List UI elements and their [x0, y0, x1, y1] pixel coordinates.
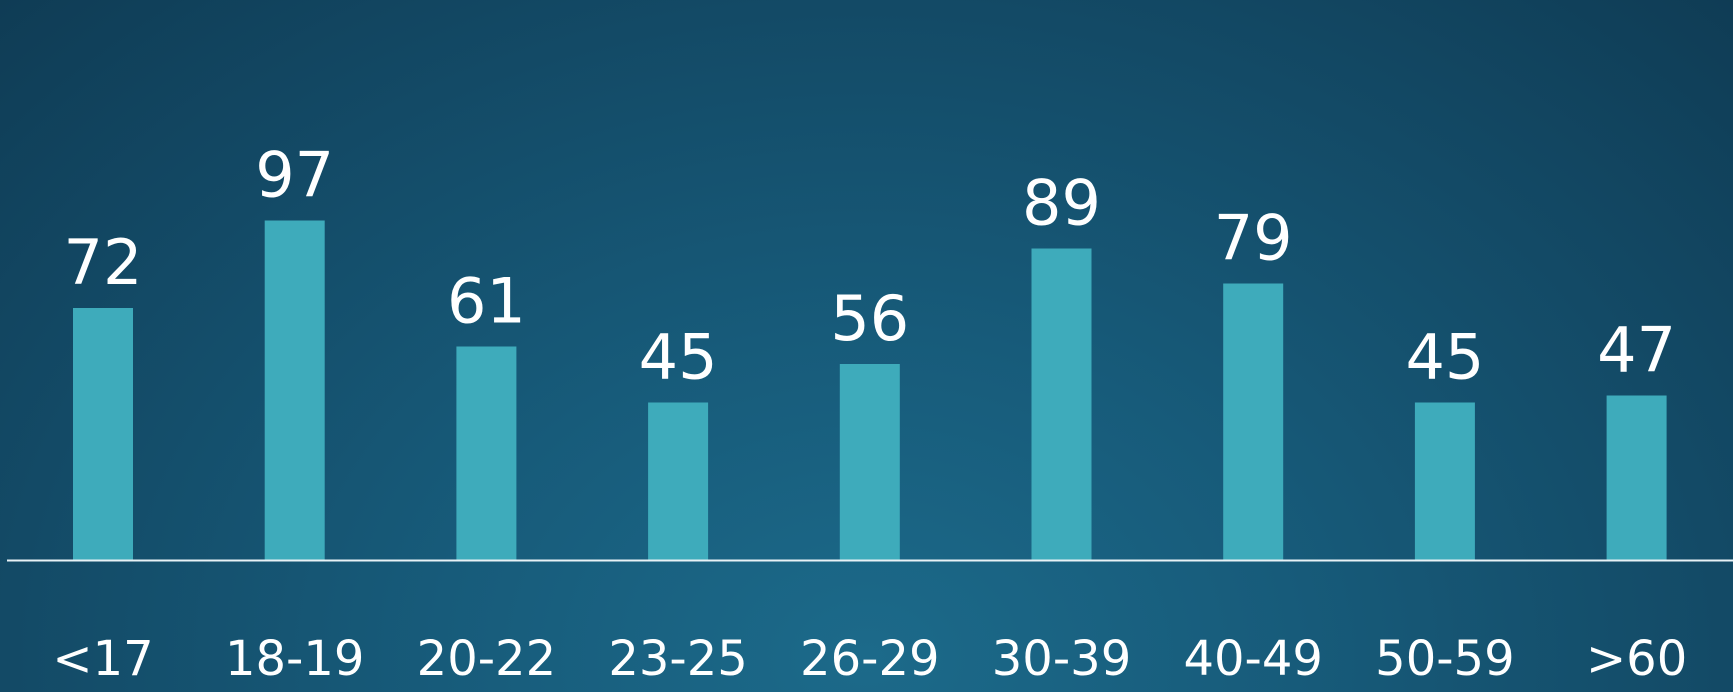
category-label-4: 23-25: [608, 631, 747, 687]
category-label-1: <17: [52, 631, 153, 687]
bar-4: [648, 402, 709, 560]
value-label-2: 97: [255, 139, 334, 212]
bar-6: [1031, 248, 1092, 560]
category-label-9: >60: [1586, 631, 1687, 687]
bar-9: [1606, 395, 1667, 560]
value-label-8: 45: [1405, 321, 1484, 394]
category-label-3: 20-22: [417, 631, 556, 687]
bar-8: [1414, 402, 1475, 560]
bar-2: [264, 220, 325, 560]
bar-5: [839, 364, 900, 560]
bar-7: [1223, 283, 1284, 560]
value-label-1: 72: [64, 226, 143, 299]
category-label-8: 50-59: [1375, 631, 1514, 687]
value-label-5: 56: [830, 282, 909, 355]
value-label-6: 89: [1022, 167, 1101, 240]
bar-1: [73, 308, 133, 560]
category-label-5: 26-29: [800, 631, 939, 687]
bar-3: [456, 346, 517, 560]
category-labels-group: <17 18-19 20-22 23-25 26-29 30-39 40-49 50-59 >6…: [52, 631, 1687, 687]
value-label-3: 61: [447, 265, 526, 338]
category-label-6: 30-39: [992, 631, 1131, 687]
value-labels-group: 72 97 61 45 56 89 79 45 47: [64, 139, 1677, 394]
category-label-7: 40-49: [1183, 631, 1322, 687]
bars-group: [73, 220, 1667, 560]
value-label-7: 79: [1214, 202, 1293, 275]
value-label-9: 47: [1597, 314, 1676, 387]
category-label-2: 18-19: [225, 631, 364, 687]
value-label-4: 45: [639, 321, 718, 394]
